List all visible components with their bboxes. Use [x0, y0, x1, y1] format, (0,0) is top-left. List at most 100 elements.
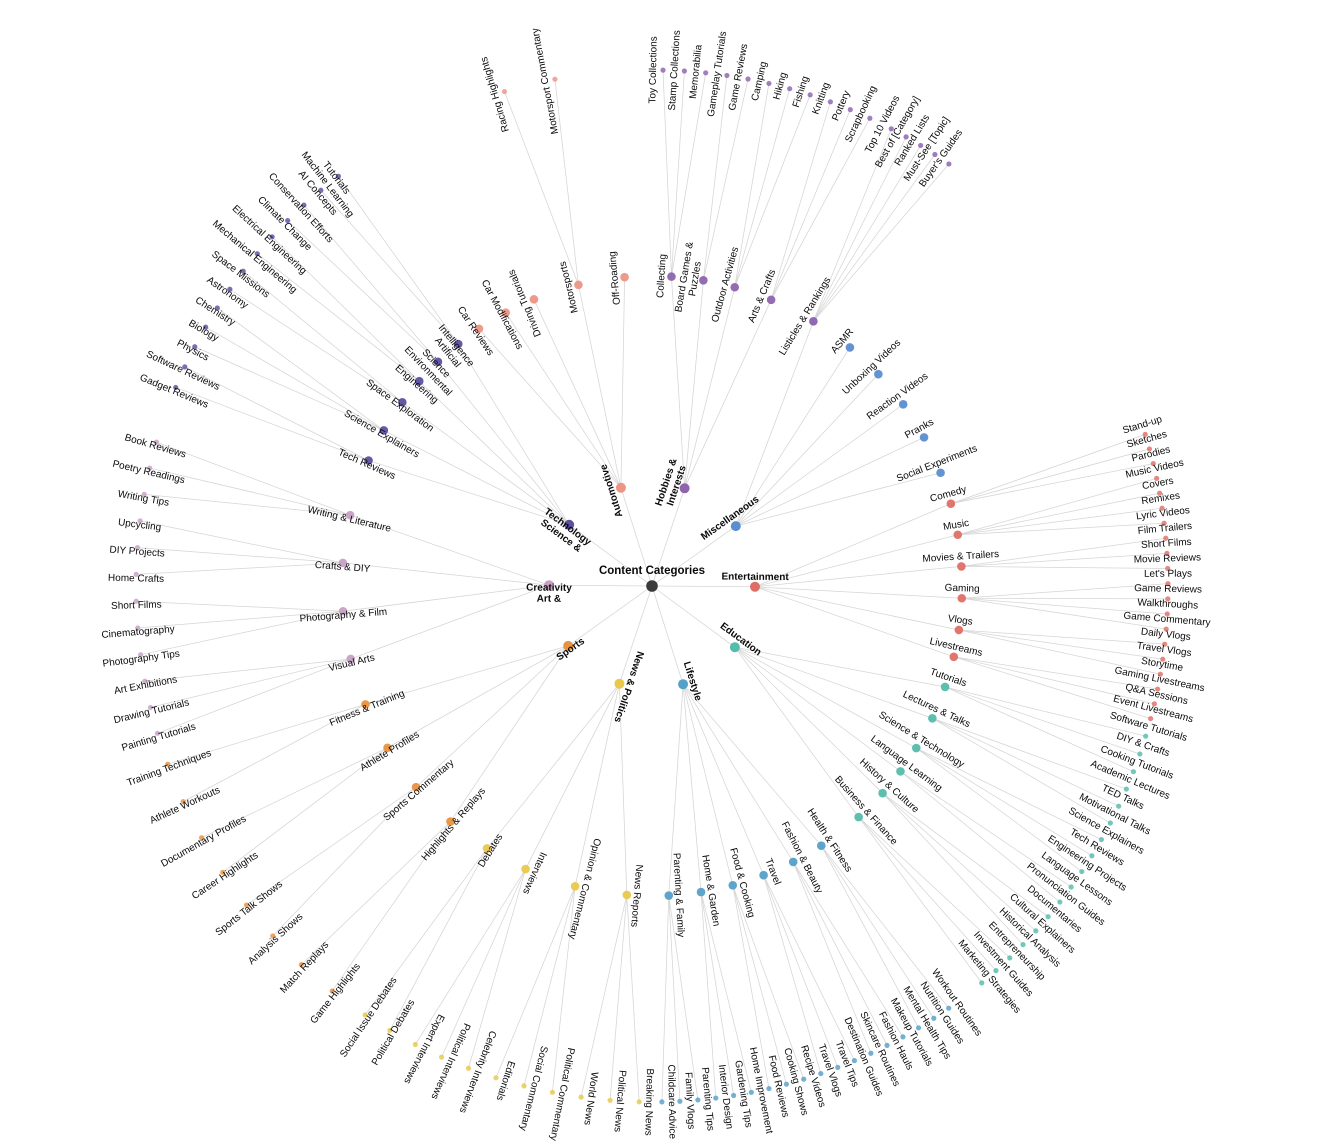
- node-dot-software-tutorials[interactable]: [1143, 733, 1149, 739]
- node-dot-movie-reviews[interactable]: [1165, 565, 1171, 572]
- node-dot-camping[interactable]: [766, 80, 772, 87]
- node-dot-let-s-plays[interactable]: [1165, 581, 1171, 587]
- node-dot-language-learning[interactable]: [896, 767, 905, 776]
- node-dot-health-fitness[interactable]: [816, 841, 826, 850]
- node-dot-news-reports[interactable]: [622, 890, 632, 900]
- node-dot-travel-vlogs[interactable]: [1160, 656, 1166, 662]
- node-dot-home-garden[interactable]: [696, 887, 706, 897]
- node-dot-art-exhibitions[interactable]: [142, 678, 148, 684]
- node-dot-film-trailers[interactable]: [1163, 535, 1169, 541]
- node-dot-business-finance[interactable]: [854, 812, 863, 822]
- node-dot-travel-tips[interactable]: [835, 1064, 841, 1071]
- node-dot-drawing-tutorials[interactable]: [147, 704, 154, 711]
- node-dot-diy-projects[interactable]: [134, 544, 141, 551]
- node-dot-movies-trailers[interactable]: [957, 562, 966, 571]
- node-dot-must-see-topic[interactable]: [932, 151, 938, 158]
- node-dot-music-videos[interactable]: [1154, 475, 1160, 481]
- node-dot-astronomy[interactable]: [227, 286, 233, 292]
- node-dot-knitting[interactable]: [827, 99, 833, 105]
- node-dot-pottery[interactable]: [847, 107, 853, 113]
- node-dot-game-highlights[interactable]: [329, 988, 335, 994]
- node-dot-political-interviews[interactable]: [438, 1054, 445, 1060]
- node-dot-documentary-profiles[interactable]: [198, 835, 205, 841]
- node-dot-home-improvement[interactable]: [748, 1089, 754, 1095]
- node-dot-game-reviews[interactable]: [745, 76, 751, 82]
- node-dot-marketing-strategies[interactable]: [979, 980, 985, 986]
- node-dot-machine-learning-tutorials[interactable]: [335, 173, 341, 179]
- node-dot-world-news[interactable]: [578, 1094, 584, 1100]
- node-dot-engineering[interactable]: [414, 376, 424, 386]
- node-dot-physics[interactable]: [192, 344, 198, 350]
- node-dot-engineering-projects[interactable]: [1079, 868, 1085, 875]
- node-dot-historical-analysis[interactable]: [1020, 942, 1026, 948]
- node-dot-space-missions[interactable]: [240, 268, 246, 274]
- node-dot-photography-tips[interactable]: [137, 652, 144, 658]
- node-dot-social-issue-debates[interactable]: [362, 1012, 368, 1018]
- node-dot-racing-highlights[interactable]: [501, 88, 508, 95]
- node-dot-covers[interactable]: [1156, 490, 1163, 496]
- node-dot-driving-tutorials[interactable]: [529, 295, 539, 304]
- node-dot-photography-film[interactable]: [338, 606, 348, 616]
- node-dot-space-exploration[interactable]: [398, 397, 407, 407]
- node-dot-documentaries[interactable]: [1045, 914, 1051, 920]
- node-dot-remixes[interactable]: [1159, 505, 1165, 511]
- node-dot-political-debates[interactable]: [387, 1027, 393, 1034]
- node-dot-destination-guides[interactable]: [851, 1058, 858, 1064]
- node-dot-celebrity-interviews[interactable]: [465, 1065, 472, 1071]
- node-dot-mental-health-tips[interactable]: [915, 1025, 922, 1031]
- node-dot-workout-routines[interactable]: [946, 1005, 952, 1011]
- node-dot-fashion-hauls[interactable]: [884, 1042, 890, 1048]
- node-dot-highlights-replays[interactable]: [446, 817, 455, 826]
- node-dot-language-lessons[interactable]: [1068, 884, 1074, 890]
- node-dot-fashion-beauty[interactable]: [788, 857, 798, 867]
- node-dot-vlogs[interactable]: [954, 625, 964, 635]
- node-dot-game-commentary[interactable]: [1163, 626, 1169, 632]
- node-dot-music[interactable]: [953, 530, 963, 540]
- node-dot-makeup-tutorials[interactable]: [900, 1034, 906, 1040]
- node-dot-editorials[interactable]: [493, 1075, 499, 1081]
- node-dot-car-modifications[interactable]: [501, 308, 511, 317]
- node-dot-toy-collections[interactable]: [660, 67, 666, 73]
- node-dot-travel[interactable]: [759, 870, 768, 880]
- node-dot-athlete-workouts[interactable]: [180, 799, 186, 805]
- node-dot-pronunciation-guides[interactable]: [1057, 899, 1063, 905]
- node-dot-science-technology[interactable]: [564, 519, 575, 530]
- node-dot-visual-arts[interactable]: [346, 654, 356, 664]
- node-dot-tech-reviews[interactable]: [1089, 853, 1095, 859]
- node-dot-travel-vlogs[interactable]: [818, 1070, 824, 1077]
- node-dot-content-categories[interactable]: [646, 580, 658, 592]
- node-dot-stand-up[interactable]: [1142, 431, 1148, 437]
- node-dot-investment-guides[interactable]: [993, 968, 999, 974]
- node-dot-best-of-category[interactable]: [903, 134, 909, 140]
- node-dot-writing-tips[interactable]: [141, 491, 147, 497]
- node-dot-cooking-shows[interactable]: [783, 1081, 790, 1087]
- node-dot-livestreams[interactable]: [949, 652, 959, 662]
- node-dot-debates[interactable]: [482, 844, 492, 853]
- node-dot-walkthroughs[interactable]: [1164, 611, 1170, 617]
- node-dot-motorsport-commentary[interactable]: [552, 76, 558, 82]
- node-dot-sports-commentary[interactable]: [411, 782, 421, 792]
- node-dot-software-reviews[interactable]: [182, 364, 188, 370]
- node-dot-hiking[interactable]: [787, 86, 793, 92]
- node-dot-parodies[interactable]: [1150, 460, 1156, 467]
- node-dot-skincare-routines[interactable]: [868, 1050, 874, 1056]
- node-dot-comedy[interactable]: [946, 499, 956, 508]
- node-dot-poetry-readings[interactable]: [147, 465, 153, 471]
- node-dot-crafts-diy[interactable]: [338, 558, 348, 568]
- node-dot-miscellaneous[interactable]: [730, 521, 741, 532]
- node-dot-cooking-tutorials[interactable]: [1130, 769, 1137, 775]
- node-dot-automotive[interactable]: [615, 482, 626, 493]
- node-dot-lifestyle[interactable]: [678, 679, 689, 690]
- node-dot-buyer-s-guides[interactable]: [946, 161, 952, 167]
- node-dot-gaming[interactable]: [957, 593, 967, 603]
- node-dot-fitness-training[interactable]: [361, 700, 370, 709]
- node-dot-sports-talk-shows[interactable]: [243, 902, 250, 908]
- node-dot-scrapbooking[interactable]: [867, 115, 873, 121]
- node-dot-conservation-efforts[interactable]: [301, 202, 307, 208]
- node-dot-memorabilia[interactable]: [703, 70, 709, 76]
- node-dot-writing-literature[interactable]: [345, 510, 355, 520]
- node-dot-science-explainers[interactable]: [379, 426, 389, 435]
- node-dot-motivational-talks[interactable]: [1107, 820, 1113, 826]
- node-dot-lyric-videos[interactable]: [1161, 520, 1167, 526]
- node-dot-lectures-talks[interactable]: [928, 713, 937, 723]
